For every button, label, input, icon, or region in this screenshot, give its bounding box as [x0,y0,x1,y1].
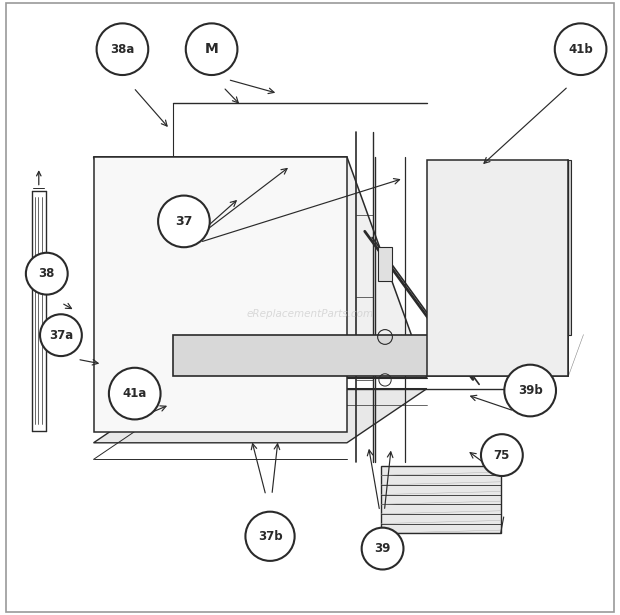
Circle shape [109,368,161,419]
Polygon shape [381,466,501,533]
Circle shape [481,434,523,476]
Circle shape [97,23,148,75]
Circle shape [186,23,237,75]
Polygon shape [94,389,427,443]
Text: 39b: 39b [518,384,542,397]
Text: 75: 75 [494,448,510,462]
Text: 41a: 41a [123,387,147,400]
Polygon shape [174,335,569,376]
Text: 39: 39 [374,542,391,555]
Text: M: M [205,42,218,56]
Circle shape [158,196,210,247]
Circle shape [246,512,294,561]
Polygon shape [94,157,427,378]
Text: 37a: 37a [49,328,73,342]
Text: eReplacementParts.com: eReplacementParts.com [246,309,374,319]
Text: 41b: 41b [568,42,593,56]
Text: 37: 37 [175,215,193,228]
Text: 38a: 38a [110,42,135,56]
Circle shape [40,314,82,356]
Text: 38: 38 [38,267,55,280]
Circle shape [555,23,606,75]
Circle shape [504,365,556,416]
Polygon shape [94,157,347,432]
Circle shape [26,253,68,295]
Polygon shape [378,247,392,281]
Polygon shape [569,160,572,335]
Text: 37b: 37b [258,530,282,543]
Circle shape [361,528,404,569]
Polygon shape [427,160,569,376]
